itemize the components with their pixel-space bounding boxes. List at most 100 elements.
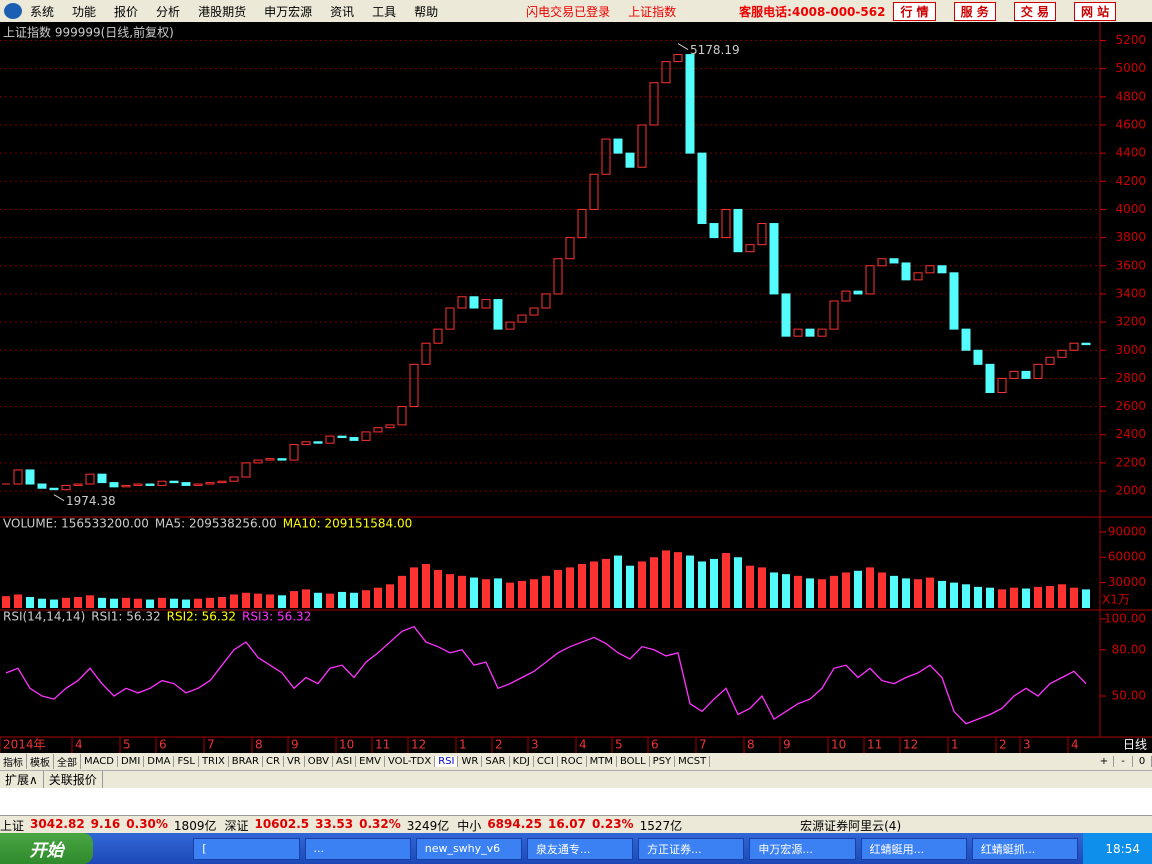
indicator-tab[interactable]: TRIX [199, 756, 229, 767]
menu-item[interactable]: 功能 [72, 4, 97, 19]
x-tick-label: 5 [123, 738, 131, 752]
y-tick-label: 30000 [1108, 575, 1146, 589]
indicator-tab[interactable]: OBV [305, 756, 333, 767]
menu-item[interactable]: 报价 [114, 4, 139, 19]
max-label: 5178.19 [690, 43, 740, 57]
candle [469, 296, 479, 309]
candle [97, 473, 107, 484]
y-tick-label: 4800 [1115, 89, 1146, 103]
tab-control[interactable]: + [1095, 756, 1114, 767]
y-tick-label: 60000 [1108, 550, 1146, 564]
candle [505, 321, 515, 330]
indicator-tab[interactable]: MACD [81, 756, 118, 767]
quote-field: 33.53 [315, 816, 354, 831]
indicator-tab[interactable]: PSY [650, 756, 676, 767]
sub-tab[interactable]: 关联报价 [44, 771, 103, 788]
panel-header: VOLUME: 156533200.00 [3, 517, 149, 531]
menu-item[interactable]: 帮助 [414, 4, 439, 19]
volume-bar [266, 594, 274, 608]
candle [625, 152, 635, 168]
candle [901, 262, 911, 281]
volume-bar [542, 575, 550, 608]
nav-button[interactable]: 交 易 [1013, 1, 1056, 21]
candle [217, 480, 227, 484]
start-button[interactable]: 开始 [0, 833, 94, 864]
indicator-tab[interactable]: 指标 [0, 754, 27, 769]
menu-item[interactable]: 港股期货 [198, 4, 247, 19]
menu-item[interactable]: 系统 [30, 4, 55, 19]
indicator-tabs: 指标 模板 全部 MACD DMI DMA FSL TRIX BRAR CR VR OBV ASI EMV… [0, 753, 1152, 770]
menu-item[interactable]: 工具 [372, 4, 397, 19]
indicator-tab[interactable]: ASI [333, 756, 357, 767]
indicator-tab[interactable]: WR [458, 756, 483, 767]
candle [961, 328, 971, 351]
volume-bar [50, 599, 58, 608]
x-tick-label: 3 [1023, 738, 1031, 752]
volume-bar [662, 550, 670, 608]
indicator-tab[interactable]: SAR [482, 756, 510, 767]
sub-tab[interactable]: 扩展∧ [0, 771, 44, 788]
candle [889, 258, 899, 264]
candle [841, 290, 851, 302]
task-button[interactable]: 红蜻蜓抓... [971, 837, 1079, 860]
indicator-tab[interactable]: CR [263, 756, 284, 767]
indicator-tab[interactable]: VR [284, 756, 305, 767]
candle [601, 138, 611, 175]
candle [325, 435, 335, 444]
tab-control[interactable]: - [1114, 756, 1133, 767]
indicator-tab[interactable]: 模板 [27, 754, 54, 769]
panel-header: RSI3: 56.32 [242, 610, 311, 624]
indicator-tab[interactable]: MCST [675, 756, 711, 767]
indicator-tab[interactable]: KDJ [510, 756, 534, 767]
x-tick-label: 4 [1071, 738, 1079, 752]
task-button[interactable]: 泉友通专... [526, 837, 634, 860]
menu-item[interactable]: 申万宏源 [264, 4, 313, 19]
indicator-tab[interactable]: DMI [118, 756, 145, 767]
menu-item[interactable]: 资讯 [330, 4, 355, 19]
volume-bar [386, 584, 394, 608]
indicator-tab[interactable]: CCI [534, 756, 558, 767]
candle [637, 124, 647, 168]
quote-field: 0.23% [591, 816, 634, 831]
candle [589, 173, 599, 210]
notice: 闪电交易已登录 [526, 4, 611, 19]
nav-button[interactable]: 网 站 [1074, 1, 1117, 21]
task-button[interactable]: 红蜻蜓用... [860, 837, 967, 860]
y-tick-label: 2000 [1115, 484, 1146, 498]
x-tick-label: 1 [459, 738, 467, 752]
candle [745, 244, 755, 253]
tab-control[interactable]: 0 [1133, 756, 1152, 767]
period-label[interactable]: 日线 [1123, 738, 1147, 752]
task-button[interactable]: 方正证券... [638, 837, 745, 860]
volume-bar [350, 592, 358, 608]
notice[interactable]: 上证指数 [628, 4, 677, 19]
volume-bar [26, 597, 34, 608]
x-tick-label: 10 [339, 738, 354, 752]
indicator-tab[interactable]: EMV [356, 756, 385, 767]
task-button[interactable]: new_swhy_v6 [415, 837, 522, 860]
indicator-tab[interactable]: DMA [144, 756, 175, 767]
candle [673, 54, 683, 63]
volume-bar [794, 575, 802, 608]
task-button[interactable]: ... [304, 837, 411, 860]
indicator-tab[interactable]: VOL-TDX [385, 756, 436, 767]
volume-bar [302, 589, 310, 608]
candle [865, 265, 875, 295]
indicator-tab[interactable]: BOLL [617, 756, 650, 767]
chart-area: 日线 2000 2200 2400 2600 2800 3000 3200 3400 3600 3… [0, 22, 1152, 753]
menu-item[interactable]: 分析 [156, 4, 181, 19]
volume-bar [458, 575, 466, 608]
quote-field: 深证 [224, 818, 249, 833]
x-tick-label: 6 [651, 738, 659, 752]
task-button[interactable]: [ [193, 837, 300, 860]
indicator-tab[interactable]: FSL [174, 756, 199, 767]
volume-bar [446, 574, 454, 608]
nav-button[interactable]: 服 务 [953, 1, 996, 21]
indicator-tab[interactable]: ROC [558, 756, 587, 767]
task-button[interactable]: 申万宏源... [749, 837, 856, 860]
indicator-tab[interactable]: MTM [587, 756, 617, 767]
nav-button[interactable]: 行 情 [893, 1, 936, 21]
indicator-tab[interactable]: RSI [435, 756, 459, 767]
indicator-tab[interactable]: BRAR [229, 756, 263, 767]
indicator-tab[interactable]: 全部 [54, 754, 81, 769]
